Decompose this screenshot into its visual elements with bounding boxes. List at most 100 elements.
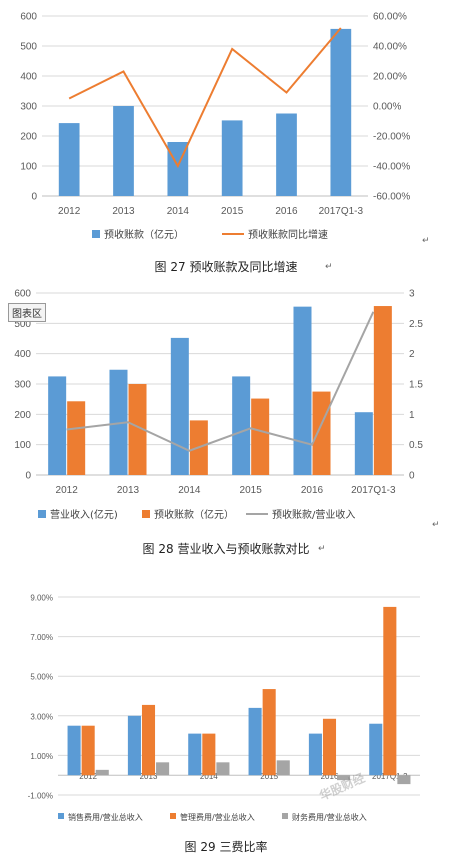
bar	[276, 113, 297, 196]
legend-swatch	[58, 813, 64, 819]
y-tick-label-left: 600	[20, 12, 37, 23]
bar	[81, 725, 95, 776]
legend-label: 营业收入(亿元)	[50, 508, 118, 521]
y-tick-label-left: 100	[14, 440, 31, 451]
x-tick-label: 2013	[117, 485, 140, 496]
y-tick-label-left: 400	[14, 349, 31, 360]
legend-label: 财务费用/营业总收入	[292, 812, 367, 822]
x-tick-label: 2013	[140, 772, 158, 781]
x-tick-label: 2017Q1-3	[319, 206, 364, 217]
y-tick-label-right: -40.00%	[373, 162, 410, 173]
bar	[48, 376, 67, 475]
x-tick-label: 2015	[240, 485, 263, 496]
bar	[397, 775, 411, 785]
bar	[58, 123, 80, 196]
y-tick-label-right: -60.00%	[373, 192, 410, 203]
y-tick-label-right: 3	[409, 289, 415, 300]
paragraph-mark: ↵	[422, 236, 430, 246]
y-tick-label-left: 300	[20, 102, 37, 113]
bar	[251, 398, 270, 475]
paragraph-mark: ↵	[318, 544, 326, 554]
y-tick-label-left: 200	[14, 410, 31, 421]
chart-caption-29: 图 29 三费比率	[184, 840, 268, 854]
y-tick-label-left: 5.00%	[30, 673, 53, 682]
y-tick-label-left: 100	[20, 162, 37, 173]
chart-expense-ratios: -1.00% 1.00% 3.00% 5.00% 7.00% 9.00% 2012 2013 2…	[28, 594, 420, 822]
paragraph-mark: ↵	[432, 520, 440, 530]
bar	[312, 391, 331, 475]
legend-label: 管理费用/营业总收入	[180, 812, 255, 822]
bar	[369, 723, 383, 776]
y-tick-label-left: 0	[31, 192, 37, 203]
chart-area-tag[interactable]: 图表区	[8, 303, 46, 322]
bar	[373, 306, 392, 475]
bar	[202, 733, 216, 776]
y-tick-label-left: 500	[20, 42, 37, 53]
y-tick-label-right: 2	[409, 349, 415, 360]
chart-caption-28: 图 28 营业收入与预收账款对比	[142, 542, 310, 556]
y-tick-label-left: 0	[25, 471, 31, 482]
chart-revenue-vs-advance: 0 100 200 300 400 500 600 0 0.5 1 1.5 2 2.5 3 2012 2013…	[14, 289, 423, 522]
y-tick-label-right: 40.00%	[373, 42, 407, 53]
x-tick-label: 2015	[221, 206, 244, 217]
y-tick-label-right: 1	[409, 410, 415, 421]
x-tick-label: 2012	[79, 772, 97, 781]
bar	[262, 689, 276, 776]
bar	[67, 401, 86, 475]
legend-label: 销售费用/营业总收入	[68, 812, 143, 822]
bar	[276, 760, 290, 776]
paragraph-mark: ↵	[325, 262, 333, 272]
series-line	[68, 27, 342, 169]
bar	[141, 704, 156, 776]
chart-caption-27: 图 27 预收账款及同比增速	[154, 260, 298, 274]
bar	[293, 306, 312, 475]
bar	[170, 337, 189, 475]
bar	[322, 718, 337, 776]
bar	[67, 725, 81, 776]
chart-revenue-advance-growth: 0 100 200 300 400 500 600 -60.00% -40.00% -20.00%…	[20, 12, 410, 242]
bar	[330, 28, 352, 197]
bar	[128, 384, 147, 475]
legend-label: 预收账款（亿元）	[154, 508, 234, 521]
y-tick-label-right: 0	[409, 471, 415, 482]
x-tick-label: 2013	[112, 206, 135, 217]
bar	[127, 715, 141, 776]
x-tick-label: 2015	[260, 772, 278, 781]
y-tick-label-left: -1.00%	[28, 792, 53, 801]
y-tick-label-right: 1.5	[409, 380, 423, 391]
legend-swatch	[38, 510, 46, 518]
bar	[383, 606, 397, 776]
y-tick-label-right: 2.5	[409, 319, 423, 330]
y-tick-label-left: 400	[20, 72, 37, 83]
legend-swatch	[92, 230, 100, 238]
bar	[337, 775, 351, 781]
x-tick-label: 2012	[56, 485, 79, 496]
x-tick-label: 2016	[301, 485, 324, 496]
y-tick-label-left: 1.00%	[30, 752, 53, 761]
bar	[308, 733, 322, 776]
legend-swatch	[142, 510, 150, 518]
bar	[354, 412, 373, 475]
y-tick-label-right: 0.5	[409, 440, 423, 451]
y-tick-label-right: 60.00%	[373, 12, 407, 23]
bar	[216, 762, 230, 776]
y-tick-label-left: 200	[20, 132, 37, 143]
legend-label: 预收账款/营业收入	[272, 508, 355, 521]
bar	[95, 769, 109, 776]
y-tick-label-right: -20.00%	[373, 132, 410, 143]
y-tick-label-left: 3.00%	[30, 712, 53, 721]
y-tick-label-left: 7.00%	[30, 633, 53, 642]
bar	[156, 762, 170, 776]
bar	[113, 106, 134, 196]
y-tick-label-right: 0.00%	[373, 102, 401, 113]
y-tick-label-left: 9.00%	[30, 594, 53, 603]
x-tick-label: 2017Q1-3	[351, 485, 396, 496]
x-tick-label: 2016	[321, 772, 339, 781]
bar	[221, 120, 243, 196]
legend-swatch	[282, 813, 288, 819]
x-tick-label: 2017Q1-3	[372, 772, 408, 781]
y-tick-label-left: 600	[14, 289, 31, 300]
bar	[232, 376, 251, 475]
legend-label: 预收账款同比增速	[248, 228, 328, 241]
x-tick-label: 2012	[58, 206, 81, 217]
